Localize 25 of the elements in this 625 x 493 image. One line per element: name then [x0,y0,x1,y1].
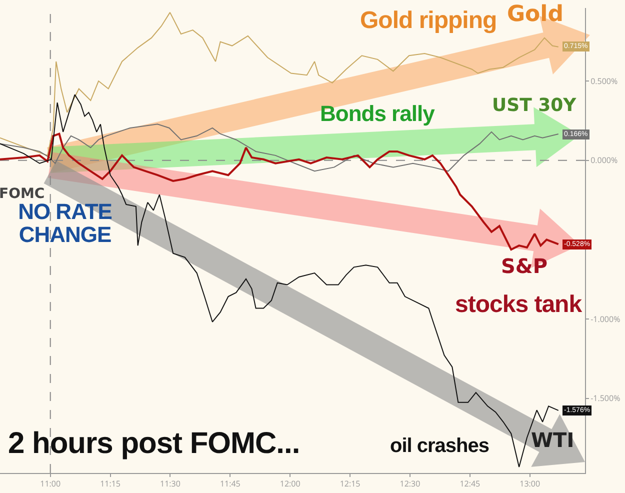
series-label: Gold [507,2,564,27]
x-tick-label: 12:15 [340,478,361,490]
annotation: stocks tank [455,291,582,318]
y-tick-label: -1.500% [590,393,621,404]
x-tick-label: 11:45 [220,478,241,490]
legend-label: WTI [531,428,574,452]
x-tick-label: 11:00 [40,478,61,490]
annotation: Gold ripping [360,7,497,34]
x-tick-label: 11:15 [100,478,121,490]
ref-line-label: FOMC [0,186,45,202]
y-tick-label: -1.000% [590,314,621,325]
annotation: oil crashes [390,435,490,457]
annotation: NO RATE CHANGE [17,199,113,248]
annotation: Bonds rally [320,101,434,126]
series-label: S&P [501,254,548,278]
annotation: 2 hours post FOMC... [8,427,300,460]
x-tick-label: 11:30 [160,478,181,490]
x-tick-label: 12:45 [460,478,481,490]
series-label: UST 30Y [492,95,578,116]
line-series [0,132,560,251]
y-tick-label: 0.500% [590,76,618,87]
x-tick-label: 13:00 [520,478,540,490]
x-tick-label: 12:00 [280,478,301,490]
x-tick-label: 12:30 [400,478,421,490]
y-tick-label: 0.000% [590,155,618,166]
